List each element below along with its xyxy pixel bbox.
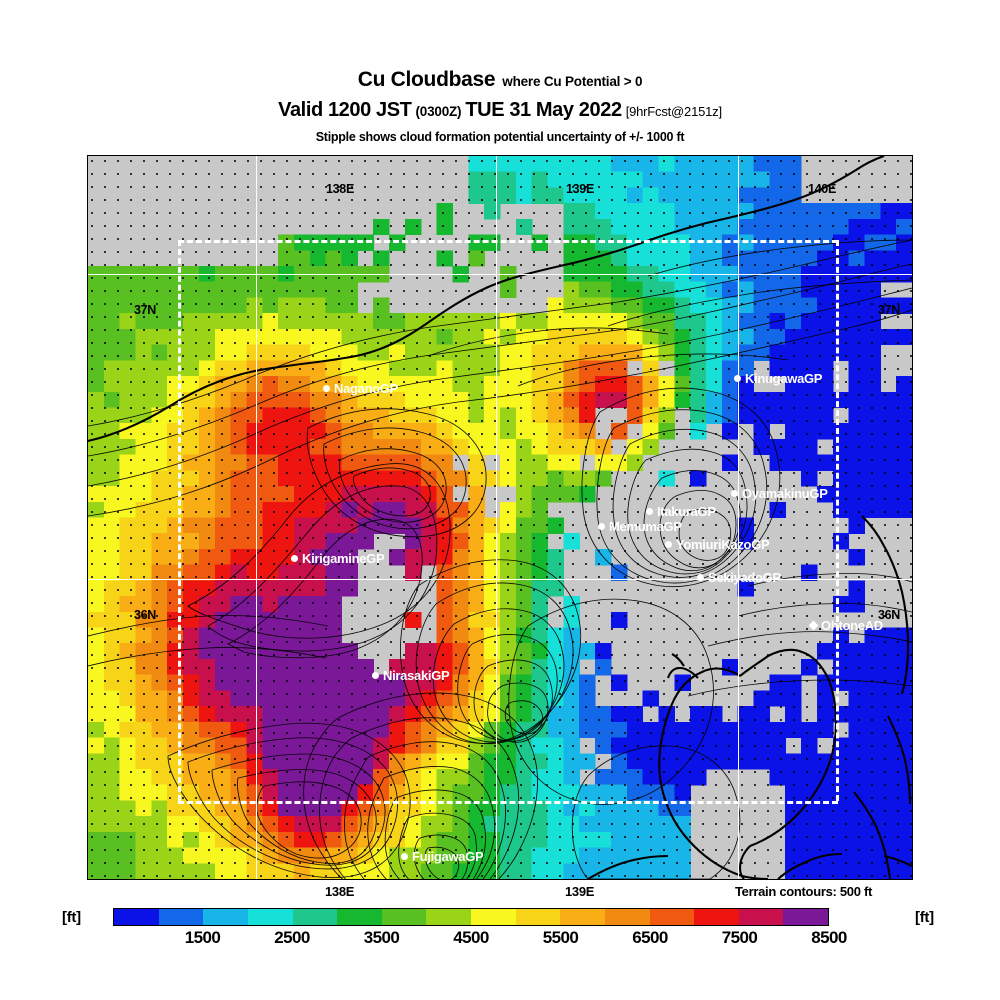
colorbar-swatch-5 (337, 909, 382, 925)
colorbar-swatch-4 (292, 909, 338, 925)
station-naganogp[interactable]: NaganoGP (323, 382, 398, 395)
station-kinugawagp[interactable]: KinugawaGP (734, 372, 822, 385)
title-primary-row: Cu Cloudbase where Cu Potential > 0 (0, 68, 1000, 96)
circle-marker-icon (665, 541, 672, 548)
terrain-contour-note: Terrain contours: 500 ft (735, 884, 873, 899)
lon-label-top-139E: 139E (566, 182, 594, 196)
station-label: KirigamineGP (302, 551, 385, 566)
lat-label-right-36N: 36N (878, 608, 901, 622)
circle-marker-icon (291, 555, 298, 562)
colorbar-swatch-6 (381, 909, 427, 925)
colorbar-tick-3500: 3500 (363, 928, 400, 947)
circle-marker-icon (731, 490, 738, 497)
colorbar-swatch-9 (515, 909, 561, 925)
map-plot-area[interactable]: 138E 139E 140E 37N 36N 37N 36N NaganoGP Kinugaw… (87, 155, 913, 880)
lat-label-left-36N: 36N (134, 608, 157, 622)
colorbar-unit-left: [ft] (62, 909, 81, 926)
colorbar-tick-5500: 5500 (542, 928, 579, 947)
lat-label-left-37N: 37N (134, 303, 157, 317)
colorbar-swatch-3 (247, 909, 293, 925)
lat-label-right-37N: 37N (878, 303, 901, 317)
colorbar-tick-4500: 4500 (453, 928, 489, 947)
colorbar-tick-6500: 6500 (632, 928, 668, 947)
station-label: NaganoGP (334, 381, 399, 396)
colorbar-swatch-12 (649, 909, 695, 925)
colorbar-swatch-7 (426, 909, 471, 925)
station-label: MemumaGP (609, 519, 682, 534)
station-memumagp[interactable]: MemumaGP (598, 520, 682, 533)
page-title: Cu Cloudbase (357, 68, 496, 91)
colorbar-swatch-8 (471, 909, 516, 925)
station-markers-layer: NaganoGP KinugawaGP OyamakinuGP ItakuraGP Me… (88, 156, 912, 879)
station-label: FujigawaGP (412, 849, 484, 864)
lon-label-bottom-138E: 138E (325, 884, 355, 899)
station-sekiyadogp[interactable]: SekiyadoGP (697, 571, 781, 584)
colorbar-tick-8500: 8500 (811, 928, 847, 947)
circle-marker-icon (598, 523, 605, 530)
colorbar-tick-labels: 1500 2500 3500 4500 5500 6500 7500 8500 (113, 928, 848, 950)
station-label: KinugawaGP (745, 371, 823, 386)
station-fujigawagp[interactable]: FujigawaGP (401, 849, 484, 864)
map-canvas: 138E 139E 140E 37N 36N 37N 36N NaganoGP Kinugaw… (88, 156, 912, 879)
colorbar-tick-7500: 7500 (721, 928, 758, 947)
graticule-layer (88, 156, 912, 879)
station-kirigaminegp[interactable]: KirigamineGP (291, 551, 385, 566)
circle-marker-icon (323, 385, 330, 392)
station-itakuragp[interactable]: ItakuraGP (646, 505, 716, 518)
valid-utc-time: (0300Z) (415, 104, 462, 119)
station-oyamakinugp[interactable]: OyamakinuGP (731, 487, 828, 500)
colorbar[interactable] (113, 908, 829, 926)
colorbar-swatch-1 (158, 909, 204, 925)
stipple-uncertainty-layer (88, 156, 912, 879)
lon-label-bottom-139E: 139E (565, 884, 595, 899)
colorbar-swatch-2 (203, 909, 248, 925)
lon-label-top-140E: 140E (808, 182, 836, 196)
station-label: SekiyadoGP (708, 570, 781, 585)
stipple-note: Stipple shows cloud formation potential … (315, 130, 685, 144)
graticule-labels: 138E 139E 140E 37N 36N 37N 36N (88, 156, 912, 879)
lon-label-top-138E: 138E (326, 182, 354, 196)
circle-marker-icon (697, 574, 704, 581)
station-label: NirasakiGP (383, 668, 450, 683)
colorbar-swatch-10 (560, 909, 605, 925)
colorbar-swatch-0 (114, 909, 159, 925)
colorbar-swatch-13 (694, 909, 739, 925)
valid-local-time: Valid 1200 JST (278, 99, 412, 121)
station-label: YomiuriKazoGP (676, 537, 770, 552)
colorbar-swatch-14 (738, 909, 784, 925)
colorbar-unit-right: [ft] (915, 909, 934, 926)
station-label: OyamakinuGP (742, 486, 828, 501)
diamond-marker-icon (808, 620, 819, 631)
circle-marker-icon (401, 853, 408, 860)
valid-date: TUE 31 May 2022 (465, 99, 622, 121)
title-block: Cu Cloudbase where Cu Potential > 0 Valid… (0, 68, 1000, 145)
station-ohtonead[interactable]: OhtoneAD (808, 618, 883, 633)
colorbar-tick-2500: 2500 (274, 928, 310, 947)
colorbar-swatch-11 (604, 909, 650, 925)
circle-marker-icon (734, 375, 741, 382)
colorbar-tick-1500: 1500 (184, 928, 221, 947)
station-yomiurikazogp[interactable]: YomiuriKazoGP (665, 537, 770, 552)
station-label: ItakuraGP (657, 504, 716, 519)
valid-time-row: Valid 1200 JST (0300Z) TUE 31 May 2022 [9hr… (0, 98, 1000, 128)
title-condition: where Cu Potential > 0 (502, 74, 643, 89)
forecast-stamp: [9hrFcst@2151z] (625, 104, 722, 119)
station-nirasakigp[interactable]: NirasakiGP (372, 668, 450, 683)
station-label: OhtoneAD (821, 618, 883, 633)
circle-marker-icon (646, 508, 653, 515)
colorbar-swatch-15 (783, 909, 828, 925)
circle-marker-icon (372, 672, 379, 679)
